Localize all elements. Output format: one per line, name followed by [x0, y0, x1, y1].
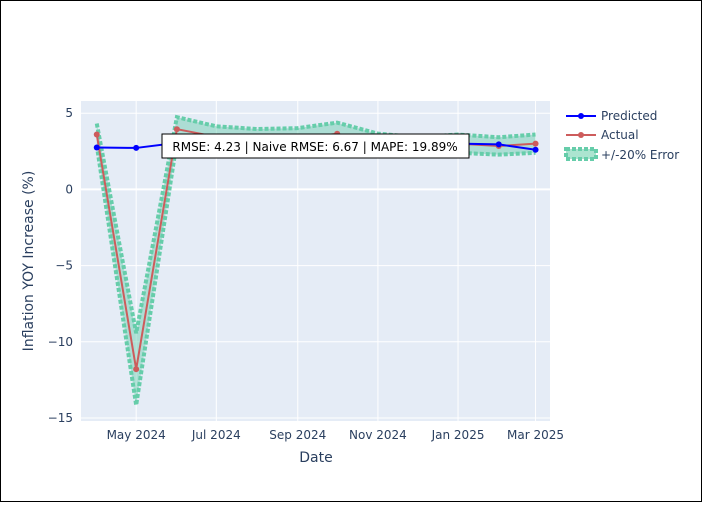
actual-point-0 — [93, 131, 100, 138]
predicted-point-11 — [532, 146, 539, 153]
legend-marker-predicted — [578, 113, 584, 119]
x-tick-label-1: Jul 2024 — [191, 428, 241, 442]
legend-marker-actual — [578, 132, 584, 138]
x-tick-label-5: Mar 2025 — [507, 428, 564, 442]
legend-label-predicted: Predicted — [601, 109, 657, 123]
legend-item-actual[interactable]: Actual — [566, 128, 639, 142]
actual-point-2 — [173, 126, 180, 133]
predicted-point-0 — [93, 144, 100, 151]
y-tick-label-1: 0 — [65, 182, 73, 196]
actual-point-11 — [532, 140, 539, 147]
legend-label-actual: Actual — [601, 128, 639, 142]
predicted-point-10 — [495, 141, 502, 148]
x-tick-labels: May 2024 Jul 2024 Sep 2024 Nov 2024 Jan 2025… — [107, 428, 564, 442]
y-tick-label-2: −5 — [55, 259, 73, 273]
legend: Predicted Actual +/-20% Error — [564, 109, 679, 162]
predicted-point-1 — [133, 144, 140, 151]
y-axis-title: Inflation YOY Increase (%) — [21, 171, 37, 352]
x-tick-label-2: Sep 2024 — [269, 428, 326, 442]
annotation-box: RMSE: 4.23 | Naive RMSE: 6.67 | MAPE: 19… — [161, 133, 470, 159]
x-tick-label-4: Jan 2025 — [431, 428, 485, 442]
legend-label-error: +/-20% Error — [601, 148, 679, 162]
legend-item-error[interactable]: +/-20% Error — [564, 147, 679, 162]
y-tick-label-0: 5 — [65, 106, 73, 120]
actual-point-1 — [133, 366, 140, 373]
legend-item-predicted[interactable]: Predicted — [566, 109, 657, 123]
y-tick-label-3: −10 — [48, 335, 73, 349]
x-tick-label-0: May 2024 — [107, 428, 166, 442]
annotation-text: RMSE: 4.23 | Naive RMSE: 6.67 | MAPE: 19… — [172, 140, 457, 154]
x-tick-label-3: Nov 2024 — [349, 428, 407, 442]
y-tick-label-4: −15 — [48, 411, 73, 425]
x-axis-title: Date — [299, 450, 332, 466]
y-tick-labels: 5 0 −5 −10 −15 — [48, 106, 73, 425]
